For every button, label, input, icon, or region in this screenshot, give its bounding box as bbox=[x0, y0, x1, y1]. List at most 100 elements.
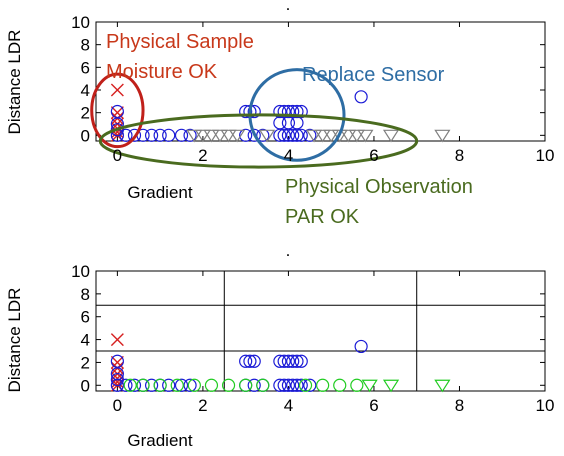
data-point-circle bbox=[239, 104, 253, 119]
annotation-physical-sample: Physical Sample bbox=[106, 31, 254, 53]
data-point-circle bbox=[303, 378, 317, 392]
data-point-circle bbox=[153, 378, 167, 392]
data-point-x bbox=[110, 355, 124, 369]
data-point-circle bbox=[286, 354, 300, 368]
x-tick-label: 4 bbox=[284, 396, 293, 415]
data-point-circle bbox=[247, 104, 261, 119]
data-point-circle bbox=[239, 378, 253, 392]
x-tick-label: 4 bbox=[284, 146, 293, 165]
data-point-circle bbox=[294, 128, 308, 142]
data-point-circle bbox=[243, 354, 257, 368]
data-point-circle bbox=[174, 128, 189, 142]
top-scatter-panel: . 0 2 4 6 8 10 0 2 4 6 8 10 Gradient Distance LDR P… bbox=[5, 0, 554, 228]
data-point-triangle bbox=[229, 129, 246, 143]
data-point-triangle bbox=[361, 379, 378, 393]
y-tick-label: 10 bbox=[71, 262, 90, 281]
data-point-circle bbox=[273, 104, 287, 119]
data-point-circle bbox=[290, 128, 304, 142]
annotation-physical-observation: Physical Observation bbox=[285, 176, 473, 198]
top-tick-labels: 0 2 4 6 8 10 0 2 4 6 8 10 bbox=[71, 13, 554, 165]
data-point-triangle bbox=[382, 379, 400, 393]
data-point-circle bbox=[162, 128, 176, 142]
data-point-circle bbox=[144, 128, 159, 142]
data-point-circle bbox=[144, 378, 159, 392]
data-point-circle bbox=[273, 378, 287, 392]
data-point-circle bbox=[239, 354, 253, 368]
data-point-circle bbox=[119, 128, 133, 142]
data-point-circle bbox=[298, 378, 313, 392]
x-tick-label: 8 bbox=[455, 146, 464, 165]
x-tick-label: 0 bbox=[113, 146, 122, 165]
data-point-circle bbox=[110, 378, 124, 392]
data-point-circle bbox=[256, 378, 270, 392]
bottom-y-axis-label: Distance LDR bbox=[5, 288, 24, 393]
data-point-triangle bbox=[314, 129, 331, 143]
annotation-ellipse bbox=[98, 113, 419, 169]
data-point-circle bbox=[290, 378, 304, 392]
bottom-plot-area bbox=[95, 270, 546, 392]
data-point-triangle bbox=[331, 129, 348, 143]
data-point-circle bbox=[221, 378, 236, 392]
top-annotation-ellipses bbox=[90, 68, 419, 169]
bottom-scatter-panel: . 0 2 4 6 8 10 0 2 4 6 8 10 Gradient Distance LDR bbox=[5, 241, 554, 450]
data-point-circle bbox=[294, 354, 308, 368]
data-point-triangle bbox=[348, 129, 365, 143]
data-point-circle bbox=[277, 104, 291, 119]
bottom-x-axis-label: Gradient bbox=[127, 431, 192, 450]
y-tick-label: 0 bbox=[81, 376, 90, 395]
data-point-circle bbox=[286, 104, 300, 119]
data-point-circle bbox=[174, 378, 189, 392]
data-point-circle bbox=[277, 128, 291, 142]
data-point-triangle bbox=[323, 129, 340, 143]
y-tick-label: 4 bbox=[81, 81, 90, 100]
x-tick-label: 6 bbox=[369, 396, 378, 415]
bottom-title: . bbox=[286, 241, 291, 260]
annotation-par-ok: PAR OK bbox=[285, 206, 360, 228]
data-point-circle bbox=[183, 128, 197, 142]
data-point-circle bbox=[273, 354, 287, 368]
data-point-circle bbox=[281, 128, 296, 142]
data-point-triangle bbox=[194, 129, 211, 143]
data-point-circle bbox=[333, 378, 347, 392]
data-point-circle bbox=[281, 354, 296, 368]
data-point-circle bbox=[303, 128, 317, 142]
y-tick-label: 0 bbox=[81, 126, 90, 145]
y-tick-label: 6 bbox=[81, 308, 90, 327]
top-points bbox=[110, 83, 451, 143]
data-point-circle bbox=[170, 378, 184, 392]
annotation-ellipse bbox=[90, 72, 145, 149]
data-point-x bbox=[110, 106, 124, 120]
data-point-circle bbox=[256, 128, 270, 142]
data-point-triangle bbox=[434, 379, 451, 393]
plot-frame bbox=[95, 21, 546, 142]
x-stroke bbox=[110, 83, 124, 97]
data-point-circle bbox=[204, 378, 219, 392]
x-tick-label: 10 bbox=[536, 146, 555, 165]
data-point-circle bbox=[247, 128, 261, 142]
data-point-triangle bbox=[305, 129, 323, 143]
data-point-circle bbox=[162, 378, 176, 392]
top-title: . bbox=[286, 0, 291, 14]
data-point-triangle bbox=[258, 129, 276, 143]
data-point-circle bbox=[354, 339, 368, 354]
data-point-circle bbox=[136, 378, 150, 392]
data-point-triangle bbox=[211, 129, 229, 143]
data-point-circle bbox=[110, 354, 124, 368]
data-point-circle bbox=[286, 378, 300, 392]
data-point-x bbox=[110, 333, 124, 347]
y-tick-label: 2 bbox=[81, 353, 90, 372]
data-point-circle bbox=[277, 354, 291, 368]
data-point-circle bbox=[273, 128, 287, 142]
data-point-circle bbox=[290, 354, 304, 368]
data-point-circle bbox=[354, 90, 368, 104]
annotation-replace-sensor: Replace Sensor bbox=[302, 64, 445, 86]
data-point-circle bbox=[183, 378, 197, 392]
x-tick-label: 6 bbox=[369, 146, 378, 165]
x-tick-label: 10 bbox=[536, 396, 555, 415]
data-point-circle bbox=[281, 378, 296, 392]
data-point-triangle bbox=[434, 129, 451, 143]
x-tick-label: 0 bbox=[113, 396, 122, 415]
data-point-circle bbox=[290, 104, 304, 119]
data-point-x bbox=[110, 83, 124, 97]
